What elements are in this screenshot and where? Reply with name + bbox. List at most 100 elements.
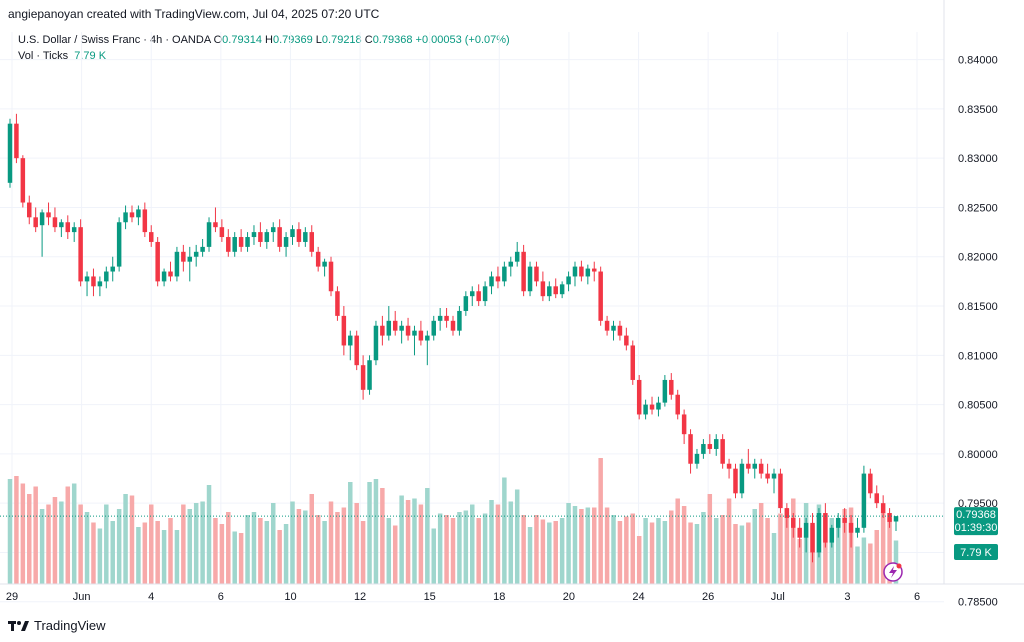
candle-body: [713, 439, 719, 449]
candle-body: [444, 315, 449, 321]
candle-body: [226, 237, 231, 252]
candle-body: [232, 237, 237, 252]
candle-body: [213, 222, 218, 228]
time-tick-label: 29: [6, 591, 18, 603]
volume-bar: [604, 507, 610, 584]
candle-body: [874, 493, 879, 504]
volume-value: 7.79 K: [74, 50, 107, 62]
volume-bar: [65, 486, 71, 584]
candle-body: [476, 291, 481, 302]
volume-bar: [219, 524, 225, 584]
price-axis: 0.84000 0.83500 0.83000 0.82500 0.82000 0.815…: [958, 55, 998, 609]
candle-body: [611, 325, 616, 331]
volume-bar: [226, 512, 231, 584]
volume-bar: [322, 521, 327, 584]
volume-bar: [669, 510, 674, 584]
symbol-name[interactable]: U.S. Dollar / Swiss Franc · 4h · OANDA: [18, 34, 211, 46]
time-tick-label: 18: [493, 591, 505, 603]
volume-bar: [547, 522, 552, 584]
candle-body: [553, 286, 558, 295]
candle-body: [733, 468, 738, 494]
candle-body: [386, 320, 392, 336]
volume-bar: [380, 488, 385, 584]
candle-body: [784, 508, 790, 518]
volume-bar: [887, 518, 892, 584]
candle-body: [527, 266, 533, 292]
time-tick-label: 20: [563, 591, 575, 603]
candle-body: [110, 266, 115, 272]
volume-bar: [335, 512, 340, 584]
candle-body: [39, 212, 45, 226]
candle-body: [720, 439, 725, 464]
lightning-icon[interactable]: [883, 562, 903, 582]
candle-body: [7, 123, 13, 183]
candle-body: [161, 271, 167, 282]
candle-body: [457, 310, 462, 331]
price-tick-label: 0.83500: [958, 104, 998, 116]
price-tick-label: 0.80000: [958, 449, 998, 461]
volume-bar: [270, 503, 276, 584]
volume-bar: [630, 513, 636, 584]
volume-bar: [566, 503, 571, 584]
volume-bar: [283, 524, 289, 584]
price-tick-label: 0.82000: [958, 252, 998, 264]
candle-body: [547, 286, 552, 297]
volume-bar: [502, 477, 507, 584]
candle-body: [59, 222, 64, 228]
volume-bar: [52, 497, 58, 584]
volume-bar: [367, 482, 372, 584]
volume-bar: [746, 522, 751, 584]
candle-body: [200, 246, 205, 252]
time-tick-label: 4: [148, 591, 154, 603]
volume-bar: [624, 516, 629, 584]
price-tick-label: 0.82500: [958, 202, 998, 214]
volume-bar: [258, 518, 263, 584]
volume-bar: [161, 530, 167, 584]
volume-bar: [662, 521, 668, 584]
volume-bar: [277, 530, 282, 584]
volume-bar: [842, 509, 847, 584]
candle-body: [123, 212, 128, 223]
volume-bar: [187, 509, 193, 584]
candle-body: [701, 444, 706, 454]
volume-bar: [142, 522, 148, 584]
volume-bar: [148, 504, 154, 584]
candle-body: [778, 473, 783, 509]
volume-bar: [784, 509, 790, 584]
candle-body: [367, 360, 372, 390]
high-value: 0.79369: [272, 34, 313, 46]
volume-bar: [739, 525, 745, 584]
volume-bar: [27, 494, 32, 584]
candle-body: [463, 296, 469, 311]
candle-body: [624, 335, 629, 346]
last-price-value: 0.79368: [956, 509, 996, 521]
volume-bar: [495, 504, 501, 584]
volume-bar: [399, 495, 404, 584]
candle-body: [489, 276, 494, 287]
brand-footer[interactable]: TradingView: [8, 618, 106, 633]
candle-body: [425, 335, 430, 341]
time-tick-label: Jul: [771, 591, 785, 603]
time-tick-label: 26: [702, 591, 714, 603]
candle-body: [303, 232, 308, 242]
candle-body: [450, 320, 456, 331]
volume-bar: [290, 501, 295, 584]
candle-body: [816, 513, 822, 553]
volume-legend: Vol · Ticks 7.79 K: [18, 50, 106, 62]
volume-bar: [110, 521, 115, 584]
candle-body: [258, 232, 263, 242]
volume-bar: [874, 530, 879, 584]
volume-bar: [84, 512, 90, 584]
volume-bar: [193, 503, 199, 584]
volume-label[interactable]: Vol · Ticks: [18, 50, 69, 62]
candle-body: [187, 256, 193, 262]
candle-body: [27, 202, 32, 218]
candle-body: [758, 463, 764, 474]
candle-body: [65, 222, 71, 233]
volume-bar: [328, 501, 334, 584]
time-tick-label: 12: [354, 591, 366, 603]
volume-bar: [752, 509, 758, 584]
candle-body: [136, 209, 141, 218]
last-price-badge: 0.79368 01:39:30: [954, 507, 998, 536]
